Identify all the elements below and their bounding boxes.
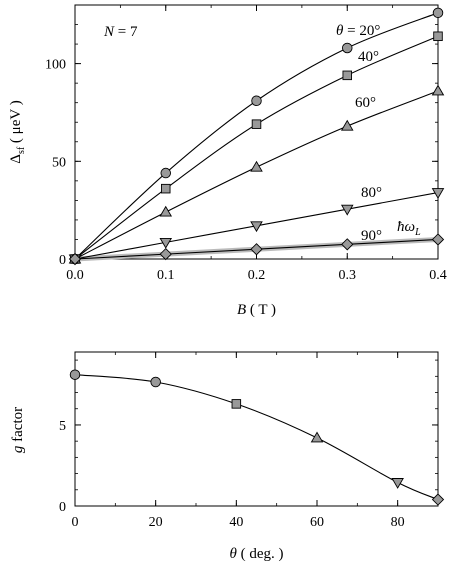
data-point-diamond [431, 233, 445, 246]
series-label: 40° [358, 49, 379, 65]
data-point-triangle [250, 160, 263, 172]
y-axis-label: Δsf ( μeV ) [8, 100, 27, 163]
y-tick-label: 5 [59, 419, 66, 434]
y-axis-text: factor [10, 407, 26, 446]
x-axis-variable: θ [229, 546, 237, 562]
series-label-text: 80° [361, 185, 382, 201]
series-diamond [68, 233, 445, 266]
y-tick-label: 100 [45, 58, 66, 73]
series-label: 80° [361, 185, 382, 201]
series-label-text: 40° [358, 49, 379, 65]
data-point-triangle [340, 119, 354, 131]
series-label-text: 90° [361, 228, 382, 244]
g-factor-line [74, 374, 439, 501]
x-tick-label: 40 [229, 515, 243, 530]
x-tick-label: 0.4 [429, 268, 447, 283]
data-point-circle [432, 7, 444, 19]
data-point-square [251, 119, 262, 129]
data-point-circle [251, 95, 262, 106]
annotation-value: = 7 [114, 24, 138, 40]
x-tick-label: 0.2 [248, 268, 266, 283]
y-tick-label: 0 [59, 253, 66, 268]
y-axis-symbol: Δ [8, 154, 24, 164]
annotation-var: N [103, 24, 115, 40]
data-point-tri-down [159, 237, 173, 249]
data-point-triangle [431, 84, 445, 96]
x-axis-label: B ( T ) [237, 302, 276, 318]
data-point-circle [160, 167, 171, 179]
plot-frame [74, 351, 439, 507]
data-point-diamond [250, 243, 263, 256]
hbar-omega-text: ħω [397, 219, 415, 235]
y-axis-label: g factor [10, 407, 26, 453]
x-tick-label: 0 [72, 515, 79, 530]
x-axis-label: θ ( deg. ) [229, 546, 283, 562]
data-point-square [433, 31, 443, 42]
x-tick-label: 0.3 [339, 268, 357, 283]
data-point-triangle [159, 205, 173, 217]
theta-symbol: θ [336, 23, 344, 39]
data-point-square [160, 183, 171, 194]
hbar-omega-label: ħωL [397, 219, 421, 238]
x-tick-label: 80 [391, 515, 405, 530]
g-factor-series [69, 369, 445, 506]
data-point-diamond [68, 252, 82, 266]
x-tick-label: 0.1 [157, 268, 175, 283]
y-tick-label: 50 [52, 155, 66, 170]
bottom-panel-g-factor-plot: 0 20 40 60 80 0 5 θ ( deg. ) g factor [10, 351, 445, 562]
data-point-triangle [310, 431, 324, 443]
data-point-circle [69, 369, 81, 380]
x-tick-label: 20 [149, 515, 163, 530]
data-point-diamond [159, 247, 172, 261]
series-line [74, 90, 439, 260]
series-triangle [68, 84, 445, 264]
series-label-text: = 20° [343, 23, 380, 39]
data-point-tri-down [431, 188, 445, 199]
annotation-n: N = 7 [103, 24, 138, 40]
series-label: θ = 20° [336, 23, 380, 39]
series-label-text: 60° [355, 95, 376, 111]
data-point-tri-down [250, 221, 263, 233]
series-label: 60° [355, 95, 376, 111]
y-axis-unit: ( μeV ) [8, 100, 24, 147]
data-point-square [342, 70, 353, 81]
x-axis-variable: B [237, 302, 246, 318]
x-axis-unit: ( deg. ) [237, 546, 284, 562]
x-tick-label: 60 [310, 515, 324, 530]
data-point-diamond [431, 493, 445, 506]
top-panel-magnetic-field-plot: 0.0 0.1 0.2 0.3 0.4 0 50 100 θ = 20° 40° 60° 80° 90°… [8, 4, 447, 318]
y-axis-variable: g [10, 445, 26, 453]
series-square [70, 31, 443, 264]
data-point-tri-down [391, 478, 404, 489]
x-tick-label: 0.0 [66, 268, 84, 283]
y-axis-subscript: sf [16, 146, 27, 154]
data-point-square [231, 399, 242, 409]
y-tick-label: 0 [59, 500, 66, 515]
plot-frame [74, 4, 439, 260]
data-point-circle [150, 376, 161, 388]
data-point-diamond [341, 238, 354, 251]
hbar-omega-subscript: L [414, 227, 421, 238]
data-point-tri-down [340, 204, 354, 216]
data-point-circle [342, 42, 353, 54]
x-axis-unit: ( T ) [246, 302, 276, 318]
series-label: 90° [361, 228, 382, 244]
